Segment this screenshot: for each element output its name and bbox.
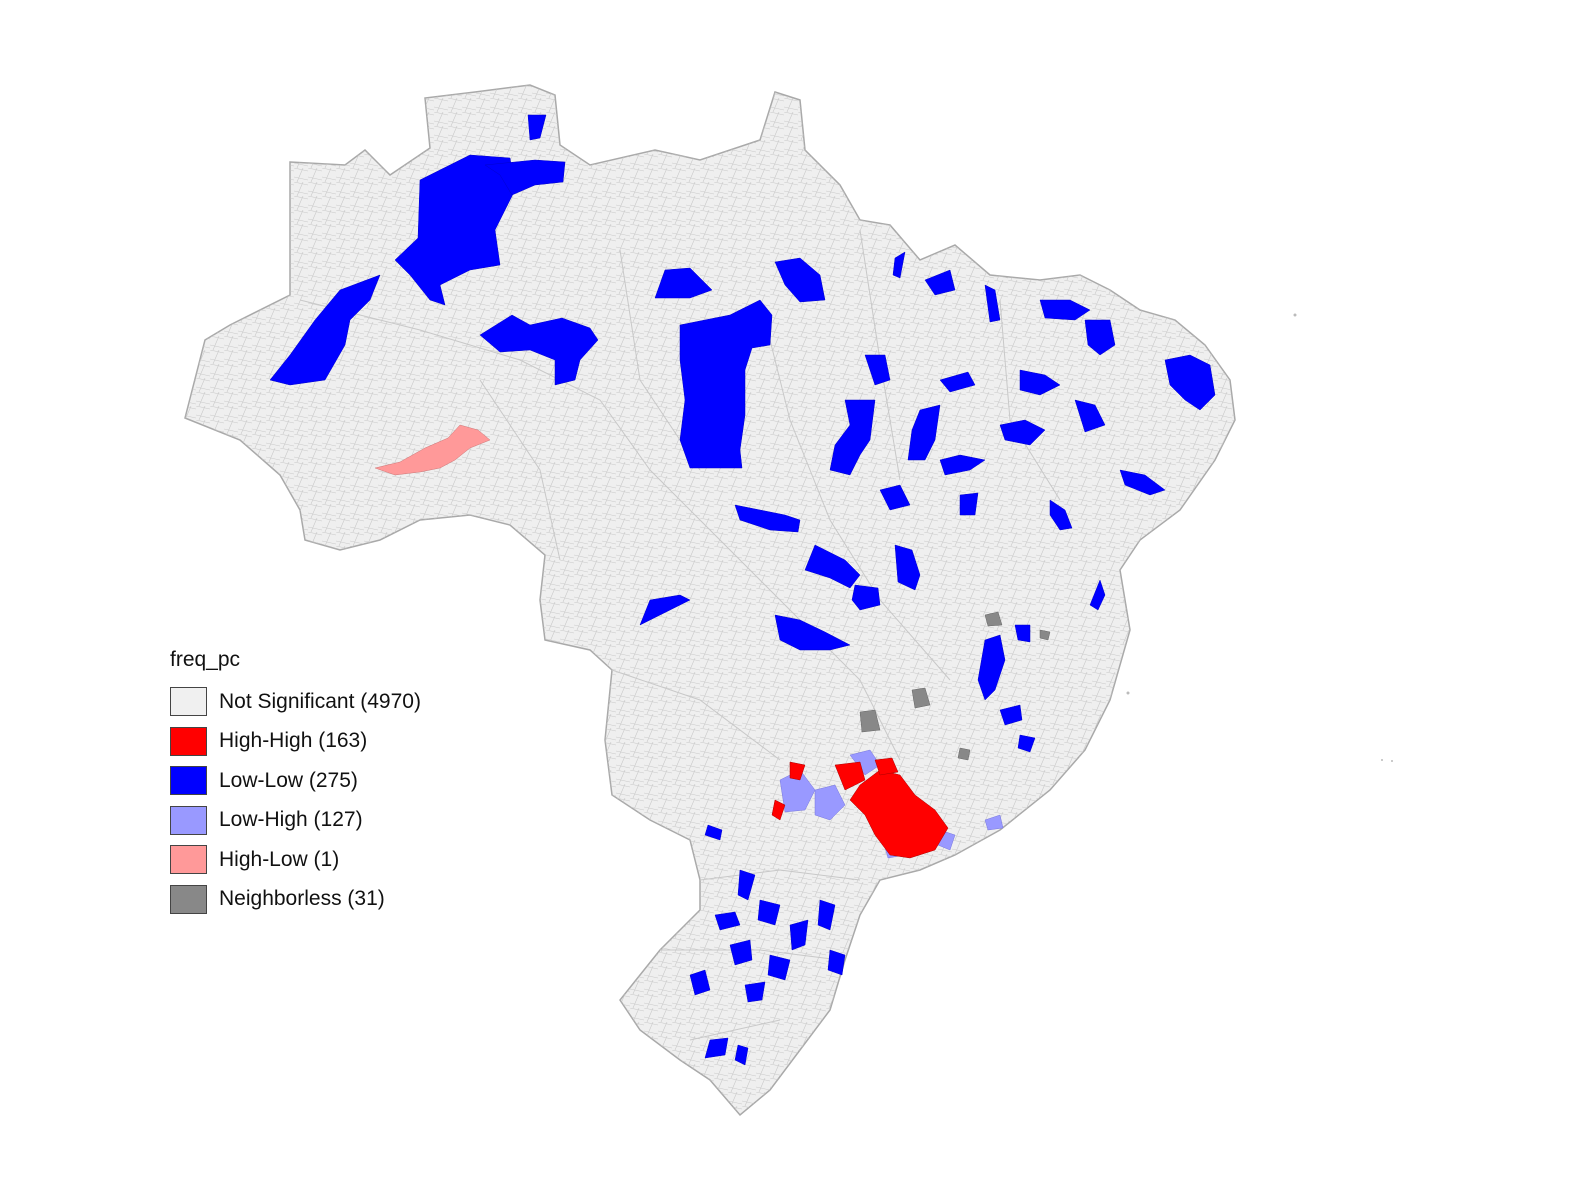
cluster-low-low-44 <box>729 939 753 966</box>
legend-item-neighborless: Neighborless (31) <box>170 880 421 920</box>
cluster-low-low-47 <box>744 981 766 1003</box>
cluster-low-low-40 <box>714 911 741 931</box>
cluster-low-low-39 <box>737 869 756 901</box>
island-4 <box>1391 760 1393 762</box>
cluster-low-low-26 <box>1084 319 1116 356</box>
islands <box>1126 313 1393 762</box>
neighborless-5 <box>957 747 971 761</box>
cluster-low-low-8 <box>679 299 773 469</box>
cluster-high-high-4 <box>789 761 806 781</box>
cluster-low-low-32 <box>1049 499 1073 531</box>
cluster-low-low-31 <box>1119 469 1166 496</box>
cluster-low-low-9 <box>734 504 801 533</box>
cluster-low-low-17 <box>959 492 979 516</box>
cluster-low-low-4 <box>269 274 381 386</box>
legend-swatch-low-low <box>170 766 207 796</box>
legend-label-high-low: High-Low (1) <box>219 847 340 871</box>
cluster-low-low-12 <box>864 354 891 386</box>
cluster-low-low-28 <box>999 419 1046 446</box>
cluster-low-low-23 <box>924 269 956 296</box>
cluster-low-high-2 <box>814 784 846 821</box>
legend-title: freq_pc <box>170 648 241 671</box>
cluster-low-low-13 <box>907 404 941 461</box>
legend-swatch-not-significant <box>170 687 207 717</box>
legend-item-low-low: Low-Low (275) <box>170 761 421 801</box>
cluster-high-high-main <box>849 769 949 859</box>
legend-label-high-high: High-High (163) <box>219 729 368 753</box>
low-low-clusters <box>269 114 1216 1066</box>
cluster-low-low-7 <box>774 257 826 303</box>
legend-items: Not Significant (4970) High-High (163) Low… <box>170 682 421 919</box>
cluster-low-low-48 <box>704 1037 729 1059</box>
cluster-low-low-22 <box>892 251 906 279</box>
legend-item-high-high: High-High (163) <box>170 722 421 762</box>
cluster-low-low-42 <box>789 919 809 951</box>
legend-label-low-high: Low-High (127) <box>219 808 363 832</box>
legend-swatch-neighborless <box>170 884 207 914</box>
cluster-high-high-5 <box>771 799 786 821</box>
cluster-low-low-16 <box>939 454 986 476</box>
cluster-low-low-11 <box>829 399 876 476</box>
cluster-low-low-30 <box>1164 354 1216 411</box>
neighborless-2 <box>911 687 931 709</box>
cluster-low-low-14 <box>939 371 976 393</box>
high-high-clusters <box>771 757 949 859</box>
cluster-low-low-25 <box>1039 299 1091 321</box>
cluster-low-low-36 <box>999 704 1023 726</box>
map-legend: freq_pc Not Significant (4970) High-High … <box>170 648 421 919</box>
cluster-low-low-34 <box>977 634 1006 701</box>
cluster-low-low-49 <box>734 1044 749 1066</box>
cluster-low-low-37 <box>1017 734 1036 753</box>
cluster-low-low-15 <box>879 484 911 511</box>
cluster-low-low-24 <box>984 284 1001 323</box>
neighborless-areas <box>859 611 1051 761</box>
cluster-high-high-3 <box>874 757 899 776</box>
legend-item-low-high: Low-High (127) <box>170 801 421 841</box>
legend-label-neighborless: Neighborless (31) <box>219 887 385 911</box>
cluster-low-low-20 <box>894 544 921 591</box>
legend-swatch-high-low <box>170 845 207 875</box>
neighborless-3 <box>859 709 881 733</box>
cluster-low-low-18 <box>804 544 861 589</box>
cluster-low-low-33 <box>1089 579 1106 611</box>
island-1 <box>1293 313 1297 317</box>
cluster-low-low-41 <box>757 899 781 926</box>
island-3 <box>1381 759 1383 761</box>
cluster-low-low-10 <box>639 594 691 626</box>
island-2 <box>1126 691 1130 695</box>
legend-swatch-low-high <box>170 805 207 835</box>
municipality-borders <box>185 85 1235 1115</box>
cluster-low-low-6 <box>654 267 713 299</box>
neighborless-4 <box>1039 629 1051 641</box>
legend-swatch-high-high <box>170 726 207 756</box>
cluster-low-low-45 <box>767 954 791 981</box>
cluster-low-low-21 <box>774 614 851 651</box>
cluster-low-low-46 <box>689 969 711 996</box>
neighborless-1 <box>984 611 1003 627</box>
cluster-low-low-29 <box>1074 399 1106 433</box>
country-outline <box>184 84 1236 1117</box>
cluster-low-low-43 <box>817 899 836 931</box>
legend-label-low-low: Low-Low (275) <box>219 768 358 792</box>
legend-item-high-low: High-Low (1) <box>170 840 421 880</box>
cluster-low-high-6 <box>984 814 1004 831</box>
cluster-low-low-35 <box>1014 624 1031 643</box>
legend-item-not-significant: Not Significant (4970) <box>170 682 421 722</box>
cluster-low-low-27 <box>1019 369 1061 396</box>
cluster-high-high-2 <box>834 761 866 791</box>
cluster-low-low-38 <box>704 824 723 841</box>
cluster-low-low-19 <box>851 584 881 611</box>
cluster-low-low-3 <box>527 114 547 141</box>
cluster-low-low-50 <box>827 949 846 976</box>
legend-label-not-significant: Not Significant (4970) <box>219 689 421 713</box>
cluster-high-low <box>374 424 491 476</box>
cluster-low-low-2 <box>484 159 566 196</box>
cluster-low-low-5 <box>479 314 599 386</box>
